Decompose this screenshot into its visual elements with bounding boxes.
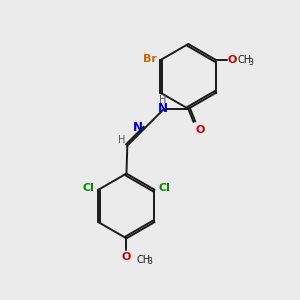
Text: Cl: Cl [158,183,170,193]
Text: N: N [158,102,168,115]
Text: H: H [159,95,166,105]
Text: O: O [195,125,204,135]
Text: Cl: Cl [83,183,95,193]
Text: CH: CH [137,254,151,265]
Text: 3: 3 [147,257,152,266]
Text: O: O [227,55,237,65]
Text: 3: 3 [248,58,253,67]
Text: O: O [122,252,131,262]
Text: N: N [133,122,143,134]
Text: CH: CH [238,55,252,65]
Text: H: H [118,135,126,145]
Text: Br: Br [143,54,157,64]
